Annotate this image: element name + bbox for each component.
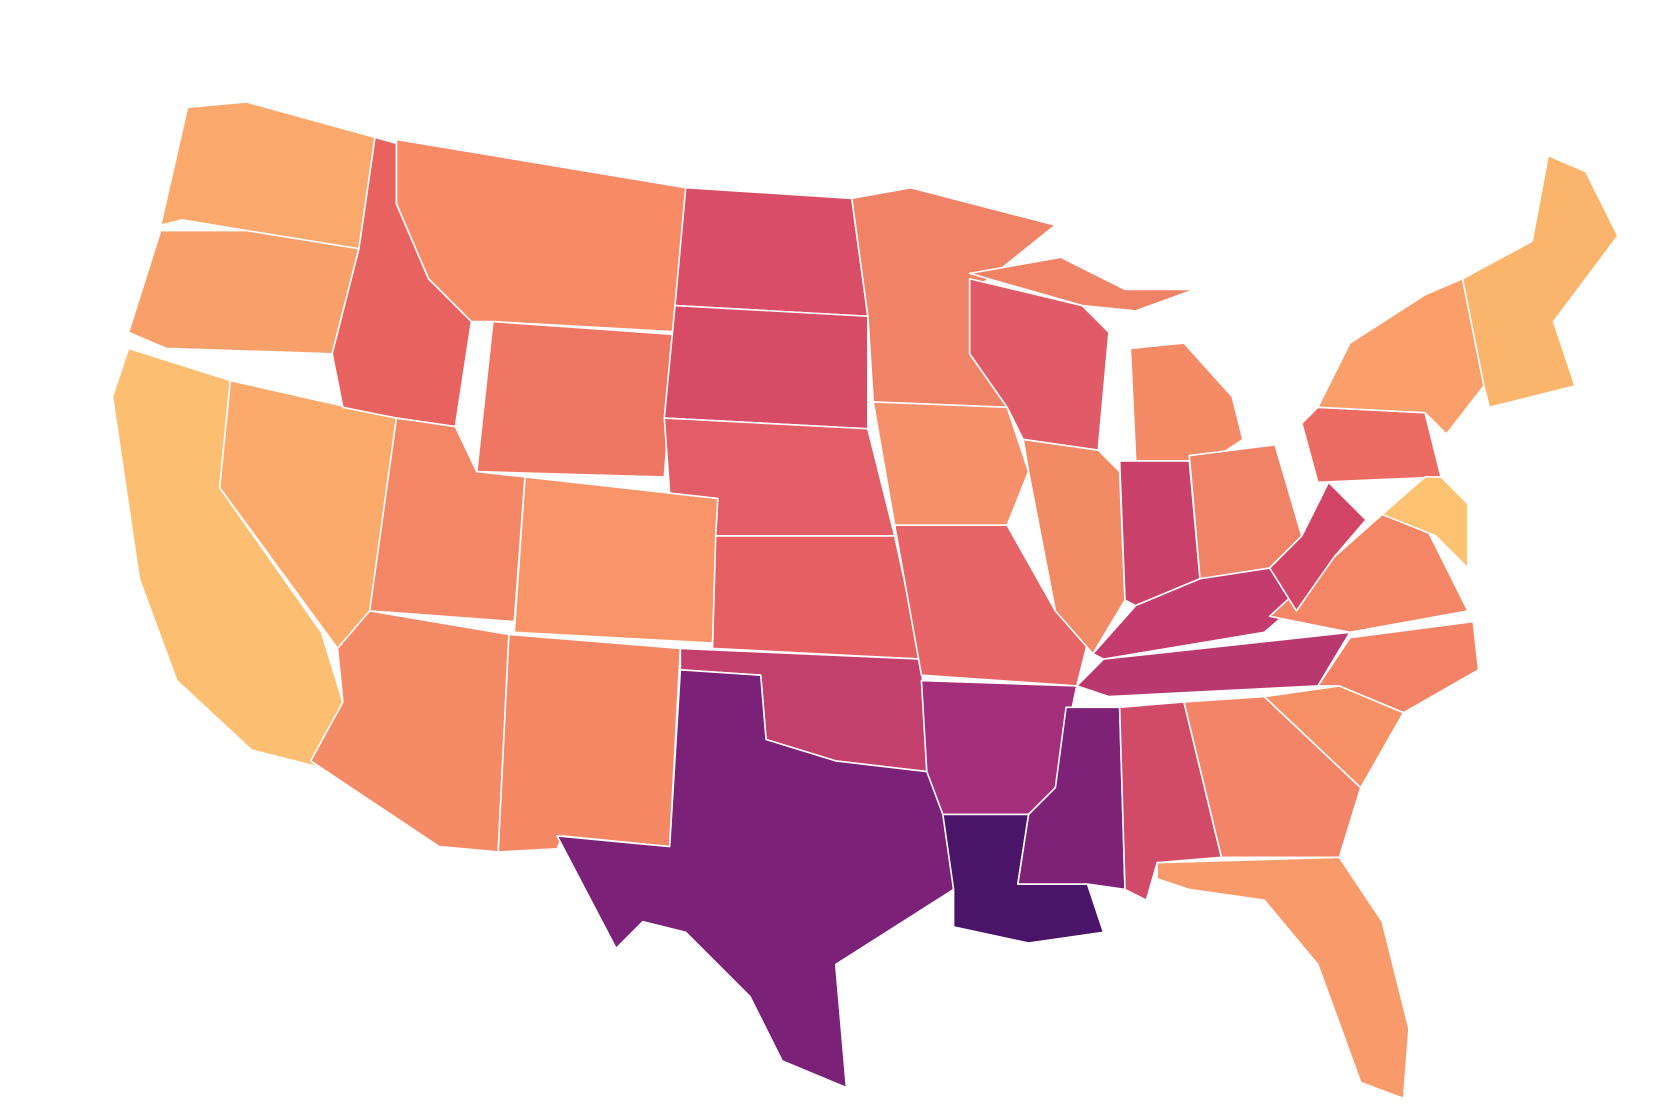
region bbox=[513, 476, 719, 644]
region bbox=[1022, 438, 1126, 655]
region bbox=[556, 669, 955, 1089]
region bbox=[1461, 154, 1619, 409]
region bbox=[872, 401, 1030, 526]
region bbox=[475, 320, 676, 478]
region bbox=[1075, 631, 1351, 698]
region bbox=[1300, 406, 1442, 484]
region bbox=[127, 229, 360, 355]
region bbox=[1156, 856, 1410, 1100]
region bbox=[663, 304, 869, 430]
region bbox=[497, 633, 682, 853]
region bbox=[968, 256, 1196, 312]
region bbox=[711, 535, 923, 660]
region bbox=[1183, 695, 1362, 859]
region bbox=[1268, 481, 1367, 612]
region bbox=[1381, 476, 1469, 569]
region bbox=[1317, 620, 1480, 714]
region bbox=[674, 186, 869, 318]
region bbox=[1129, 342, 1244, 462]
region bbox=[309, 610, 510, 853]
region bbox=[159, 101, 376, 250]
